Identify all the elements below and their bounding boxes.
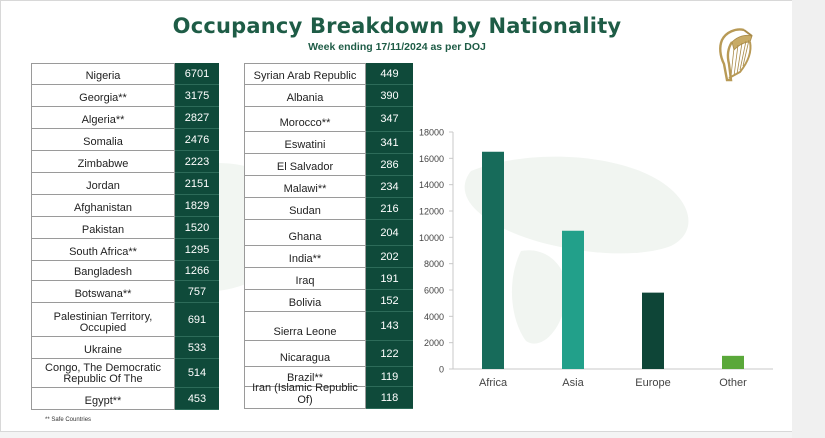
country-name: Ukraine bbox=[31, 337, 175, 359]
country-name: Bangladesh bbox=[31, 261, 175, 281]
table-left-row: Egypt** 453 bbox=[31, 388, 219, 410]
occupancy-count: 453 bbox=[175, 388, 219, 410]
occupancy-count: 2476 bbox=[175, 129, 219, 151]
table-left-row: Algeria** 2827 bbox=[31, 107, 219, 129]
table-left-row: South Africa** 1295 bbox=[31, 239, 219, 261]
table-right-row: Sierra Leone 143 bbox=[244, 312, 413, 341]
table-left-row: Palestinian Territory, Occupied 691 bbox=[31, 303, 219, 337]
country-name: Ghana bbox=[244, 220, 366, 246]
table-left-row: Afghanistan 1829 bbox=[31, 195, 219, 217]
country-name: Malawi** bbox=[244, 176, 366, 198]
country-name: Iraq bbox=[244, 268, 366, 290]
country-name: Georgia** bbox=[31, 85, 175, 107]
country-name: Nicaragua bbox=[244, 341, 366, 367]
table-right-row: Eswatini 341 bbox=[244, 132, 413, 154]
occupancy-count: 122 bbox=[366, 341, 413, 367]
country-name: Algeria** bbox=[31, 107, 175, 129]
occupancy-count: 449 bbox=[366, 63, 413, 85]
table-left-row: Jordan 2151 bbox=[31, 173, 219, 195]
occupancy-count: 234 bbox=[366, 176, 413, 198]
occupancy-count: 202 bbox=[366, 246, 413, 268]
table-left-row: Pakistan 1520 bbox=[31, 217, 219, 239]
table-left-row: Zimbabwe 2223 bbox=[31, 151, 219, 173]
table-left-row: Georgia** 3175 bbox=[31, 85, 219, 107]
table-right-row: Albania 390 bbox=[244, 85, 413, 107]
occupancy-count: 757 bbox=[175, 281, 219, 303]
table-right-row: Ghana 204 bbox=[244, 220, 413, 246]
occupancy-count: 2223 bbox=[175, 151, 219, 173]
occupancy-count: 390 bbox=[366, 85, 413, 107]
country-name: Sudan bbox=[244, 198, 366, 220]
table-right-row: Morocco** 347 bbox=[244, 107, 413, 132]
occupancy-count: 533 bbox=[175, 337, 219, 359]
table-right-row: Syrian Arab Republic 449 bbox=[244, 63, 413, 85]
country-name: Syrian Arab Republic bbox=[244, 63, 366, 85]
occupancy-count: 347 bbox=[366, 107, 413, 132]
page-title: Occupancy Breakdown by Nationality bbox=[172, 14, 622, 38]
occupancy-count: 143 bbox=[366, 312, 413, 341]
country-name: Zimbabwe bbox=[31, 151, 175, 173]
table-left-row: Somalia 2476 bbox=[31, 129, 219, 151]
table-right-row: India** 202 bbox=[244, 246, 413, 268]
table-right-row: Sudan 216 bbox=[244, 198, 413, 220]
table-right-row: El Salvador 286 bbox=[244, 154, 413, 176]
table-right-row: Brazil** 119 bbox=[244, 367, 413, 387]
country-name: Iran (Islamic Republic Of) bbox=[244, 382, 366, 409]
occupancy-count: 152 bbox=[366, 290, 413, 312]
country-name: India** bbox=[244, 246, 366, 268]
table-left-row: Botswana** 757 bbox=[31, 281, 219, 303]
table-right-row: Nicaragua 122 bbox=[244, 341, 413, 367]
occupancy-count: 514 bbox=[175, 359, 219, 388]
occupancy-count: 1829 bbox=[175, 195, 219, 217]
country-name: Pakistan bbox=[31, 217, 175, 239]
country-name: Congo, The Democratic Republic Of The bbox=[31, 359, 175, 388]
table-left-row: Nigeria 6701 bbox=[31, 63, 219, 85]
table-right-row: Iraq 191 bbox=[244, 268, 413, 290]
nationality-table-left: Nigeria 6701 Georgia** 3175 Algeria** 2827 Som… bbox=[31, 63, 219, 410]
occupancy-count: 286 bbox=[366, 154, 413, 176]
table-left-row: Congo, The Democratic Republic Of The 514 bbox=[31, 359, 219, 388]
occupancy-count: 6701 bbox=[175, 63, 219, 85]
country-name: Palestinian Territory, Occupied bbox=[31, 303, 175, 337]
occupancy-count: 341 bbox=[366, 132, 413, 154]
occupancy-count: 191 bbox=[366, 268, 413, 290]
occupancy-count: 3175 bbox=[175, 85, 219, 107]
slide: Occupancy Breakdown by Nationality Week … bbox=[0, 0, 793, 432]
occupancy-count: 1266 bbox=[175, 261, 219, 281]
country-name: El Salvador bbox=[244, 154, 366, 176]
occupancy-count: 2151 bbox=[175, 173, 219, 195]
occupancy-count: 691 bbox=[175, 303, 219, 337]
country-name: Morocco** bbox=[244, 107, 366, 132]
country-name: Jordan bbox=[31, 173, 175, 195]
country-name: Nigeria bbox=[31, 63, 175, 85]
occupancy-count: 118 bbox=[366, 387, 413, 409]
country-name: Botswana** bbox=[31, 281, 175, 303]
table-right-row: Malawi** 234 bbox=[244, 176, 413, 198]
occupancy-count: 1520 bbox=[175, 217, 219, 239]
occupancy-count: 204 bbox=[366, 220, 413, 246]
occupancy-count: 119 bbox=[366, 367, 413, 387]
country-name: Egypt** bbox=[31, 388, 175, 410]
country-name: Afghanistan bbox=[31, 195, 175, 217]
window-edge bbox=[792, 0, 825, 438]
table-right-row: Bolivia 152 bbox=[244, 290, 413, 312]
harp-emblem-icon bbox=[719, 28, 753, 82]
occupancy-count: 216 bbox=[366, 198, 413, 220]
table-left-row: Bangladesh 1266 bbox=[31, 261, 219, 281]
country-name: Somalia bbox=[31, 129, 175, 151]
nationality-table-right: Syrian Arab Republic 449 Albania 390 Morocco… bbox=[244, 63, 413, 409]
table-left-row: Ukraine 533 bbox=[31, 337, 219, 359]
country-name: Brazil** bbox=[244, 367, 366, 387]
country-name: Albania bbox=[244, 85, 366, 107]
footnote: ** Safe Countries bbox=[45, 417, 92, 423]
country-name: Sierra Leone bbox=[244, 312, 366, 341]
page-subtitle: Week ending 17/11/2024 as per DOJ bbox=[308, 41, 486, 53]
country-name: Bolivia bbox=[244, 290, 366, 312]
occupancy-count: 2827 bbox=[175, 107, 219, 129]
country-name: Eswatini bbox=[244, 132, 366, 154]
occupancy-count: 1295 bbox=[175, 239, 219, 261]
country-name: South Africa** bbox=[31, 239, 175, 261]
table-right-row: Iran (Islamic Republic Of) 118 bbox=[244, 382, 413, 409]
